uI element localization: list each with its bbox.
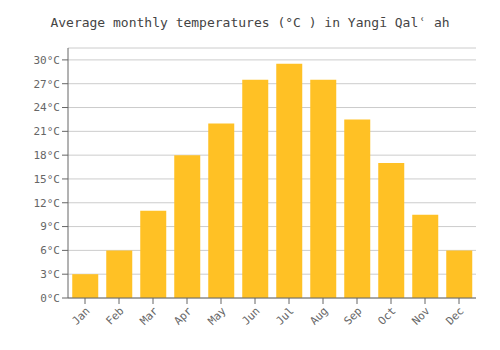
svg-text:27°C: 27°C [34, 78, 61, 91]
svg-text:30°C: 30°C [34, 54, 61, 67]
html-text:Average monthly temperatures (: Average monthly temperatures (°C ) in Ya… [50, 15, 450, 30]
svg-text:21°C: 21°C [34, 125, 61, 138]
svg-text:Jun: Jun [239, 304, 262, 327]
svg-text:Jul: Jul [273, 304, 296, 327]
svg-text:Sep: Sep [341, 304, 364, 327]
svg-text:12°C: 12°C [34, 197, 61, 210]
svg-text:15°C: 15°C [34, 173, 61, 186]
svg-text:Oct: Oct [375, 304, 398, 327]
svg-text:18°C: 18°C [34, 149, 61, 162]
svg-text:May: May [205, 304, 229, 328]
svg-text:Aug: Aug [307, 304, 330, 327]
svg-text:0°C: 0°C [40, 292, 60, 305]
svg-text:24°C: 24°C [34, 101, 61, 114]
svg-text:Feb: Feb [103, 304, 126, 327]
svg-text:Nov: Nov [409, 304, 433, 328]
svg-text:3°C: 3°C [40, 268, 60, 281]
svg-text:Apr: Apr [171, 304, 195, 328]
svg-text:Dec: Dec [443, 304, 466, 327]
svg-text:9°C: 9°C [40, 220, 60, 233]
svg-text:Mar: Mar [137, 304, 161, 328]
svg-text:6°C: 6°C [40, 244, 60, 257]
svg-text:Jan: Jan [69, 304, 92, 327]
